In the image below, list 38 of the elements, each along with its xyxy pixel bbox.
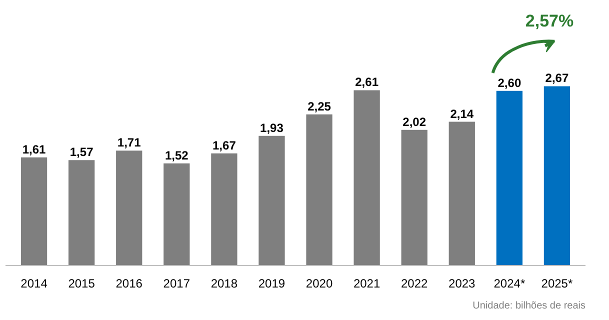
x-tick-label: 2015 bbox=[68, 276, 96, 290]
text: 2,57% bbox=[525, 12, 574, 31]
data-label: 1,52 bbox=[164, 148, 189, 162]
x-tick-label: 2022 bbox=[401, 276, 428, 290]
bar bbox=[116, 150, 142, 266]
x-tick-label: 2021 bbox=[353, 276, 380, 290]
data-label: 1,67 bbox=[212, 138, 236, 152]
data-label: 2,61 bbox=[355, 75, 379, 90]
bar bbox=[401, 130, 428, 266]
data-label: 2,02 bbox=[402, 114, 426, 129]
data-label: 1,71 bbox=[117, 136, 142, 150]
data-label: 2,67 bbox=[545, 71, 569, 86]
x-tick-label: 2025* bbox=[541, 276, 573, 290]
x-tick-label: 2024* bbox=[494, 276, 526, 290]
text: Unidade: bilhões de reais bbox=[472, 300, 586, 312]
bar bbox=[448, 122, 475, 266]
data-label: 2,60 bbox=[498, 76, 522, 90]
data-label: 2,25 bbox=[308, 99, 332, 114]
data-label: 2,14 bbox=[450, 106, 474, 121]
x-tick-label: 2016 bbox=[116, 276, 143, 290]
bar bbox=[544, 86, 570, 266]
x-tick-label: 2017 bbox=[163, 276, 190, 290]
data-label: 1,61 bbox=[22, 142, 46, 156]
bar bbox=[68, 160, 95, 266]
data-label: 1,93 bbox=[260, 120, 284, 135]
data-label: 1,57 bbox=[70, 145, 94, 160]
bar bbox=[496, 90, 523, 266]
bar bbox=[211, 153, 238, 266]
bar bbox=[164, 163, 190, 266]
bar bbox=[20, 157, 48, 266]
x-tick-label: 2023 bbox=[448, 276, 476, 290]
bar bbox=[306, 114, 332, 266]
x-tick-label: 2019 bbox=[258, 276, 286, 290]
x-tick-label: 2014 bbox=[20, 276, 48, 290]
bar bbox=[258, 136, 285, 266]
x-tick-label: 2020 bbox=[306, 276, 333, 290]
bar bbox=[354, 90, 380, 266]
x-tick-label: 2018 bbox=[210, 276, 238, 290]
